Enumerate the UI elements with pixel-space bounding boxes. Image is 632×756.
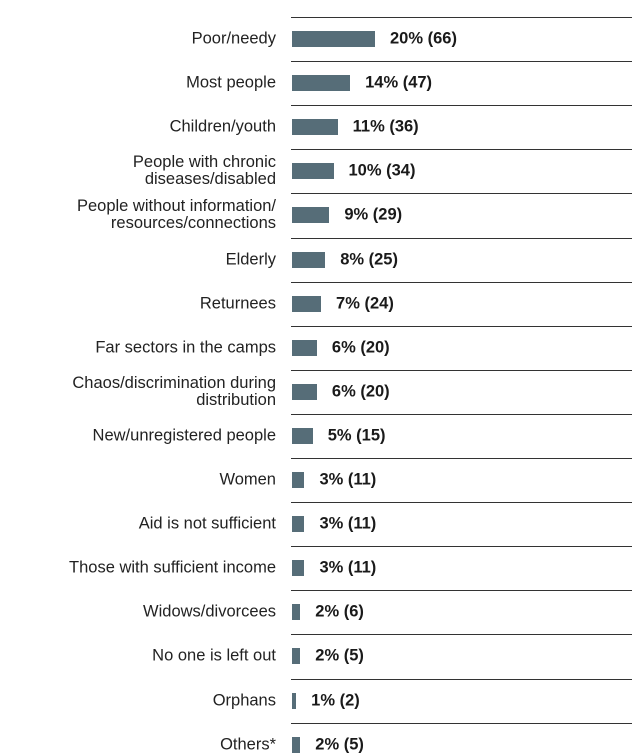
bar: [292, 75, 351, 92]
category-label-line: Poor/needy: [191, 29, 276, 48]
category-label: New/unregistered people: [6, 427, 276, 444]
bar: [292, 516, 305, 533]
bar: [292, 163, 334, 180]
bar: [292, 427, 313, 444]
category-label: Chaos/discrimination during distribution: [6, 373, 276, 409]
data-label: 3% (11): [319, 558, 377, 577]
category-label-line: Women: [219, 470, 276, 489]
row-separator: [291, 17, 632, 18]
row-separator: [291, 193, 632, 194]
category-label-line: No one is left out: [152, 646, 276, 665]
bar: [292, 560, 305, 577]
row-separator: [291, 61, 632, 62]
data-label: 20% (66): [390, 29, 457, 48]
data-label: 14% (47): [365, 73, 433, 92]
data-label: 3% (11): [319, 514, 377, 533]
row-separator: [291, 723, 632, 724]
category-label: No one is left out: [6, 646, 276, 665]
bar: [292, 692, 297, 709]
category-label: Widows/divorcees: [6, 602, 276, 621]
category-label: Most people: [6, 73, 276, 92]
data-label: 3% (11): [319, 470, 377, 489]
bar: [292, 383, 317, 400]
data-label: 6% (20): [331, 338, 390, 357]
category-label-line: Most people: [186, 73, 276, 92]
data-label: 6% (20): [331, 382, 390, 401]
category-label: Aid is not sufficient: [6, 514, 276, 533]
row-separator: [291, 502, 632, 503]
row-separator: [291, 634, 632, 635]
category-label-line: Orphans: [212, 691, 276, 710]
data-label: 7% (24): [336, 294, 394, 313]
row-separator: [291, 149, 632, 150]
data-label: 2% (5): [315, 646, 364, 665]
category-label: Returnees: [6, 295, 276, 312]
category-label: Children/youth: [6, 117, 276, 136]
row-separator: [291, 414, 632, 415]
data-label: 2% (5): [315, 735, 364, 754]
category-label: Poor/needy: [6, 29, 276, 48]
category-label: Women: [6, 470, 276, 489]
category-label: Orphans: [6, 692, 276, 709]
row-separator: [291, 370, 632, 371]
category-label-line: Far sectors in the camps: [95, 338, 276, 357]
bar: [292, 119, 338, 136]
category-label-line: Those with sufficient income: [69, 558, 276, 577]
category-label: Those with sufficient income: [6, 558, 276, 577]
data-label: 5% (15): [327, 426, 386, 445]
category-label: Far sectors in the camps: [6, 339, 276, 356]
row-separator: [291, 458, 632, 459]
data-label: 2% (6): [315, 602, 364, 621]
row-separator: [291, 326, 632, 327]
bar: [292, 648, 301, 665]
category-label: People with chronic diseases/disabled: [6, 154, 276, 188]
category-label-line: People with chronic: [132, 153, 276, 172]
bar: [292, 31, 375, 48]
bar: [292, 295, 322, 312]
category-label-line: Children/youth: [169, 117, 276, 136]
data-label: 11% (36): [352, 117, 419, 136]
category-label-line: Widows/divorcees: [143, 602, 276, 621]
category-label-line: distribution: [196, 390, 276, 409]
category-label-line: diseases/disabled: [144, 170, 276, 189]
category-label-line: Others*: [220, 735, 276, 754]
category-label-line: Aid is not sufficient: [138, 514, 276, 533]
row-separator: [291, 679, 632, 680]
row-separator: [291, 590, 632, 591]
category-label-line: resources/connections: [110, 214, 276, 233]
category-label: Elderly: [6, 251, 276, 268]
category-label-line: Chaos/discrimination during: [72, 373, 276, 392]
bar: [292, 472, 305, 489]
category-label-line: Returnees: [199, 294, 276, 313]
data-label: 8% (25): [340, 250, 398, 269]
row-separator: [291, 238, 632, 239]
category-label: People without information/resources/con…: [6, 198, 276, 232]
category-label-line: Elderly: [225, 250, 276, 269]
data-label: 9% (29): [344, 205, 403, 224]
data-label: 1% (2): [311, 691, 360, 710]
bar: [292, 736, 301, 753]
row-separator: [291, 282, 632, 283]
row-separator: [291, 546, 632, 547]
bar: [292, 339, 317, 356]
bar: [292, 207, 330, 224]
row-separator: [291, 105, 632, 106]
bar: [292, 604, 301, 621]
category-label: Others*: [6, 736, 276, 753]
bar: [292, 251, 326, 268]
category-label-line: People without information/: [76, 197, 276, 216]
category-label-line: New/unregistered people: [92, 426, 276, 445]
data-label: 10% (34): [348, 161, 416, 180]
